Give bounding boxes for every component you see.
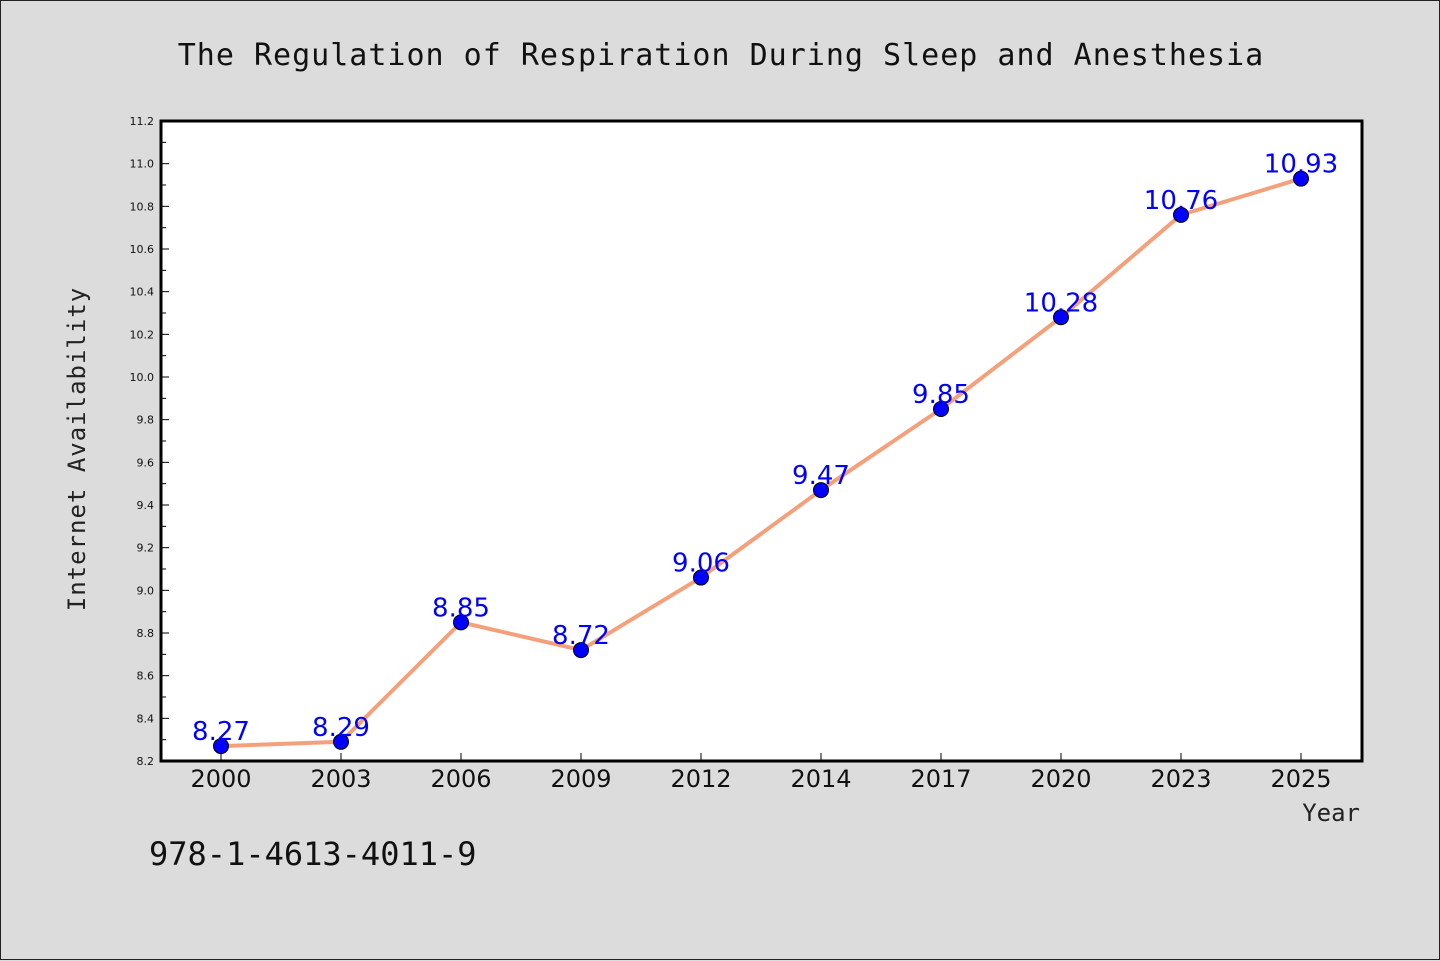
x-tick-label: 2017 (910, 765, 971, 793)
series-line (220, 176, 1302, 749)
y-tick-label: 8.8 (137, 627, 155, 640)
y-tick-label: 9.2 (137, 542, 155, 555)
y-tick-label: 8.6 (137, 670, 155, 683)
data-labels: 8.27 8.29 8.85 8.72 9.06 9.47 9.85 10.28 10.76 10… (192, 150, 1338, 747)
y-tick-label: 9.8 (137, 414, 155, 427)
x-tick-label: 2014 (790, 765, 851, 793)
data-point (813, 482, 829, 499)
x-axis-ticks: 2000 2003 2006 2009 2012 2014 2017 2020 2023 2025 (190, 753, 1332, 793)
x-tick-label: 2012 (670, 765, 731, 793)
y-tick-label: 11.2 (130, 115, 155, 128)
data-label: 9.85 (912, 380, 970, 410)
data-label: 9.06 (672, 549, 730, 579)
data-label: 9.47 (792, 461, 850, 491)
x-tick-label: 2003 (310, 765, 371, 793)
y-tick-label: 9.4 (137, 499, 155, 512)
data-label: 8.29 (312, 713, 370, 743)
y-tick-label: 11.0 (130, 158, 155, 171)
chart-title: The Regulation of Respiration During Sle… (178, 38, 1265, 73)
y-tick-label: 8.2 (137, 755, 155, 768)
data-label: 10.93 (1264, 150, 1338, 180)
y-tick-label: 9.0 (137, 584, 155, 597)
x-tick-label: 2025 (1270, 765, 1331, 793)
data-point (693, 569, 709, 586)
data-point (1053, 309, 1069, 326)
y-tick-label: 9.6 (137, 456, 155, 469)
data-point (933, 401, 949, 417)
plot-area (159, 119, 1364, 763)
y-tick-label: 8.4 (137, 712, 155, 725)
x-tick-label: 2009 (550, 765, 611, 793)
y-axis-label: Internet Availability (63, 287, 91, 611)
data-label: 8.72 (552, 621, 610, 651)
data-point (213, 738, 229, 755)
data-label: 8.27 (192, 717, 250, 747)
y-tick-label: 10.0 (130, 371, 155, 384)
y-tick-label: 10.4 (130, 286, 155, 299)
x-tick-label: 2006 (430, 765, 491, 793)
y-tick-label: 10.6 (130, 243, 155, 256)
y-tick-label: 10.8 (130, 200, 155, 213)
data-label: 10.28 (1024, 288, 1098, 318)
data-point (453, 614, 469, 631)
y-tick-label: 10.2 (130, 328, 155, 341)
data-markers (213, 170, 1309, 755)
data-point (573, 642, 589, 659)
x-axis-label: Year (1302, 799, 1360, 827)
data-point (333, 733, 349, 750)
x-tick-label: 2020 (1030, 765, 1091, 793)
isbn-text: 978-1-4613-4011-9 (149, 835, 477, 873)
x-tick-label: 2023 (1150, 765, 1211, 793)
data-label: 10.76 (1144, 186, 1218, 216)
y-axis-ticks: 8.2 8.4 8.6 8.8 9.0 9.2 9.4 9.6 9.8 10.0 10.2 10.4 1… (130, 115, 169, 768)
data-point (1293, 170, 1309, 187)
x-tick-label: 2000 (190, 765, 251, 793)
data-point (1173, 206, 1189, 223)
data-label: 8.85 (432, 593, 490, 623)
